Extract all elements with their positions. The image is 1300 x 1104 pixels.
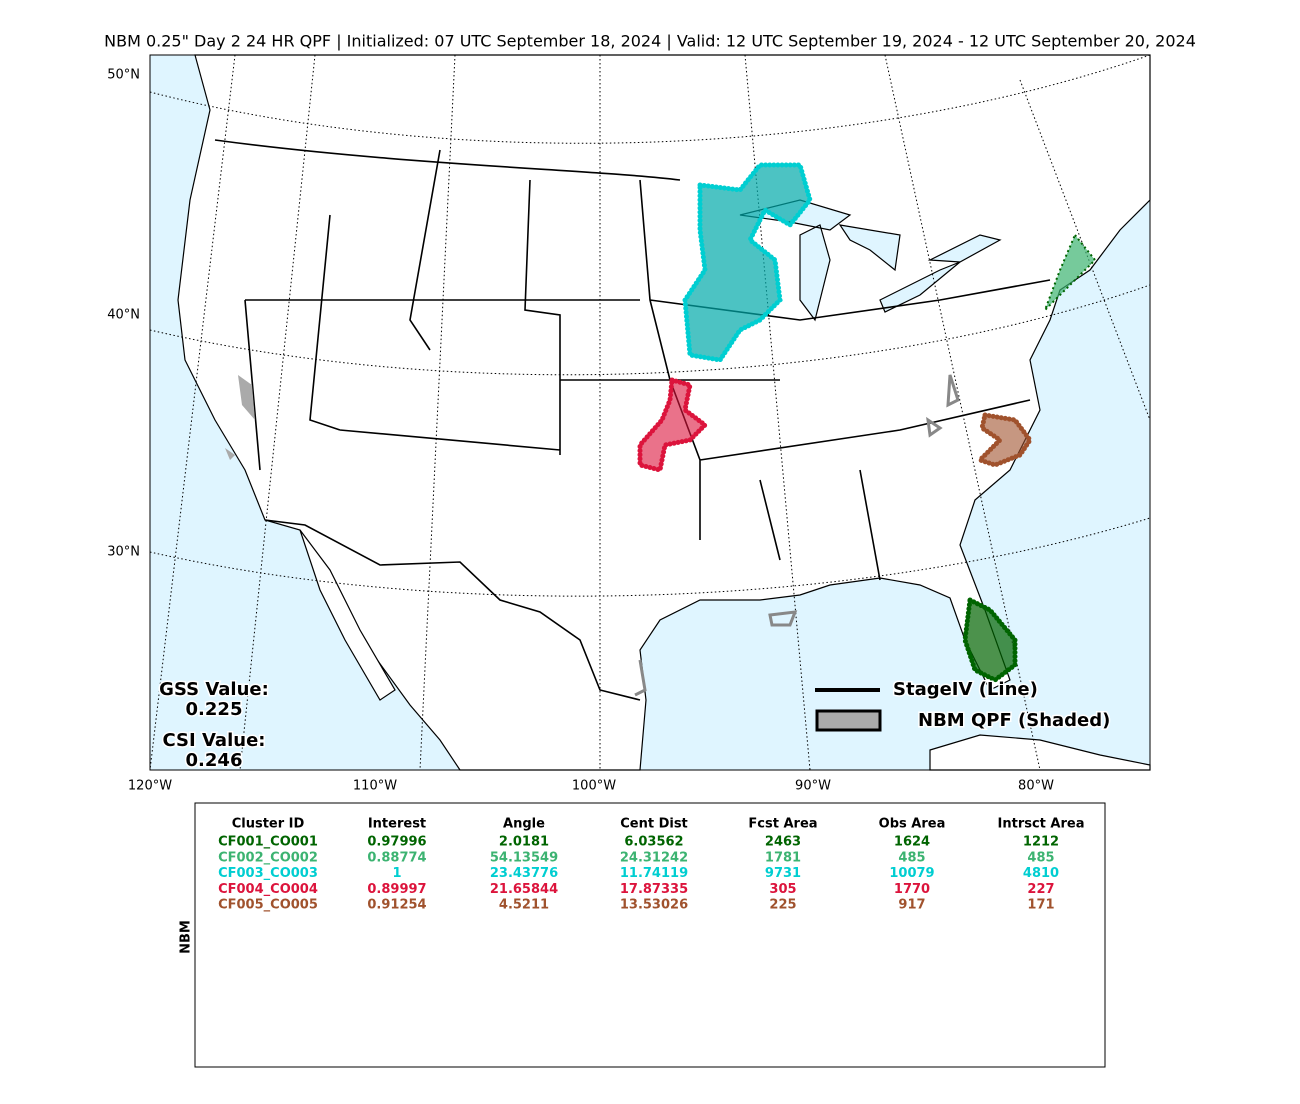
table-cell: 1	[392, 866, 401, 881]
cluster-sienna	[975, 412, 1034, 468]
table-cell: 6.03562	[624, 835, 683, 850]
lon-label: 120°W	[128, 779, 172, 794]
table-cell: CF004_CO004	[218, 882, 318, 897]
cluster-crimson	[637, 376, 709, 474]
title: NBM 0.25" Day 2 24 HR QPF | Initialized:…	[104, 32, 1196, 51]
column-header: Interest	[368, 817, 426, 832]
cluster-seagreen	[1044, 233, 1097, 311]
table-cell: 10079	[889, 866, 934, 881]
table-cell: 1781	[765, 850, 801, 865]
column-header: Cent Dist	[620, 817, 688, 832]
column-header: Intrsct Area	[998, 817, 1085, 832]
table-cell: 24.31242	[620, 850, 688, 865]
gss-value: 0.225	[186, 699, 243, 720]
table-cell: 0.91254	[367, 898, 426, 913]
table-cell: 227	[1027, 882, 1054, 897]
map	[149, 54, 1151, 771]
csi-value: 0.246	[186, 750, 243, 771]
table-cell: 9731	[765, 866, 801, 881]
table-cell: 305	[769, 882, 796, 897]
lat-label: 30°N	[107, 545, 140, 560]
obs-outline	[634, 374, 960, 697]
table-cell: 1212	[1023, 835, 1059, 850]
lon-label: 110°W	[353, 779, 397, 794]
table-cell: 485	[898, 850, 925, 865]
lat-label: 40°N	[107, 308, 140, 323]
column-header: Fcst Area	[748, 817, 817, 832]
table-cell: 917	[898, 898, 925, 913]
table-cell: 2463	[765, 835, 801, 850]
table-cell: CF001_CO001	[218, 835, 318, 850]
csi-label: CSI Value:	[163, 730, 266, 751]
table: Cluster ID Interest Angle Cent Dist Fcst Are…	[218, 817, 1084, 913]
table-cell: 4810	[1023, 866, 1059, 881]
table-cell: 1624	[894, 835, 930, 850]
table-frame	[194, 802, 1106, 1068]
table-cell: 21.65844	[490, 882, 558, 897]
table-cell: 2.0181	[499, 835, 549, 850]
map-frame	[149, 54, 1151, 771]
cluster-green	[962, 596, 1018, 683]
graticule	[149, 54, 1151, 771]
column-header: Obs Area	[879, 817, 946, 832]
table-cell: 4.5211	[499, 898, 549, 913]
table-cell: 225	[769, 898, 796, 913]
table-cell: 0.89997	[367, 882, 426, 897]
legend-swatch	[815, 709, 882, 732]
great-lakes	[739, 199, 1002, 322]
table-cell: CF002_CO002	[218, 850, 318, 865]
table-cell: 54.13549	[490, 850, 558, 865]
table-cell: 171	[1027, 898, 1054, 913]
table-cell: 0.97996	[367, 835, 426, 850]
obs-gray	[225, 375, 255, 460]
table-cell: 0.88774	[367, 850, 426, 865]
column-header: Angle	[503, 817, 545, 832]
table-cell: CF005_CO005	[218, 898, 318, 913]
table-cell: 23.43776	[490, 866, 558, 881]
cluster-cyan	[682, 162, 813, 363]
column-header: Cluster ID	[232, 817, 305, 832]
gss-label: GSS Value:	[159, 679, 269, 700]
table-cell: CF003_CO003	[218, 866, 318, 881]
lon-label: 100°W	[572, 779, 616, 794]
table-cell: 11.74119	[620, 866, 688, 881]
table-cell: 17.87335	[620, 882, 688, 897]
clusters	[225, 162, 1097, 697]
table-cell: 485	[1027, 850, 1054, 865]
baja	[299, 529, 396, 701]
lat-label: 50°N	[107, 68, 140, 83]
lon-label: 90°W	[795, 779, 831, 794]
side-label: NBM	[179, 920, 194, 954]
legend-label: NBM QPF (Shaded)	[918, 710, 1110, 731]
legend-label: StageIV (Line)	[893, 679, 1038, 700]
table-cell: 13.53026	[620, 898, 688, 913]
table-cell: 1770	[894, 882, 930, 897]
lon-label: 80°W	[1018, 779, 1054, 794]
